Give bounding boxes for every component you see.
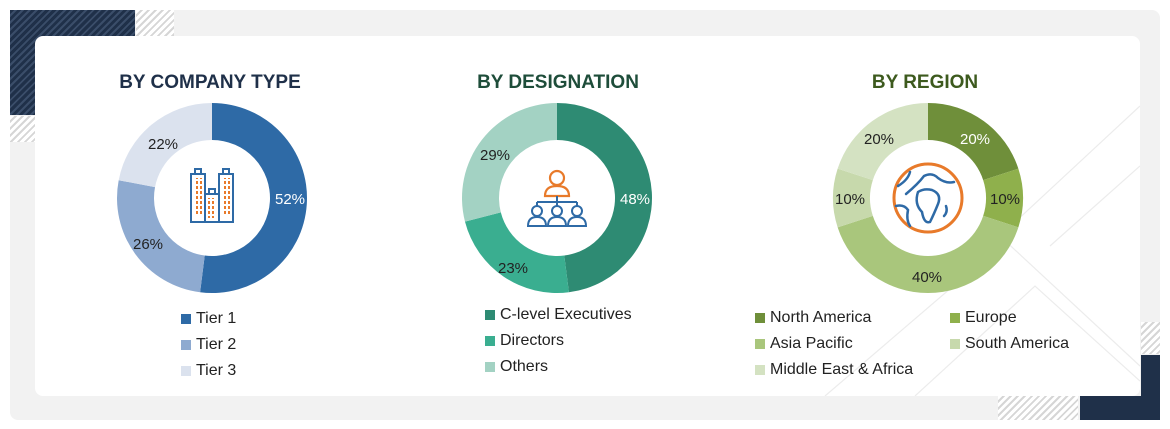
- slice-label: 23%: [498, 260, 528, 277]
- corner-decoration: [136, 10, 174, 36]
- panel-region: BY REGION 20% 10% 40% 10% 20% North Amer…: [755, 36, 1095, 396]
- donut-slice: [837, 103, 928, 181]
- legend-item-tier-2: Tier 2: [181, 332, 236, 358]
- slice-label: 26%: [133, 236, 163, 253]
- donut-slice: [464, 212, 569, 293]
- swatch: [485, 336, 495, 346]
- donut-slice: [833, 168, 873, 228]
- swatch: [181, 314, 191, 324]
- swatch: [181, 366, 191, 376]
- panel-designation: BY DESIGNATION 48% 23% 29% C-level Execu…: [388, 36, 728, 396]
- donut-chart-company-type: 52% 26% 22%: [116, 103, 307, 293]
- slice-label: 22%: [148, 136, 178, 153]
- swatch: [485, 310, 495, 320]
- chart-title: BY REGION: [871, 72, 979, 93]
- donut-chart-designation: 48% 23% 29%: [462, 103, 653, 293]
- swatch: [181, 340, 191, 350]
- chart-title: BY COMPANY TYPE: [119, 72, 301, 93]
- infographic-card: BY COMPANY TYPE 52%: [35, 36, 1140, 396]
- globe-icon: [892, 162, 964, 234]
- donut-slice: [983, 168, 1023, 228]
- donut-slice: [462, 103, 557, 222]
- corner-decoration: [1141, 355, 1160, 420]
- donut-slice: [116, 180, 205, 293]
- donut-slice: [837, 215, 1019, 294]
- legend-item-tier-1: Tier 1: [181, 306, 236, 332]
- slice-label: 10%: [990, 191, 1020, 208]
- swatch: [485, 362, 495, 372]
- swatch: [755, 365, 765, 375]
- legend-item-south-america: South America: [950, 331, 1095, 357]
- chart-title: BY DESIGNATION: [477, 72, 639, 93]
- donut-slice: [557, 103, 653, 293]
- legend-item-asia-pacific: Asia Pacific: [755, 331, 950, 357]
- legend-item-c-level-executives: C-level Executives: [485, 302, 632, 328]
- donut-slice: [928, 103, 1019, 181]
- legend-item-tier-3: Tier 3: [181, 358, 236, 384]
- donut-chart-region: 20% 10% 40% 10% 20%: [833, 103, 1023, 294]
- swatch: [950, 313, 960, 323]
- slice-label: 52%: [275, 191, 305, 208]
- swatch: [755, 339, 765, 349]
- swatch: [950, 339, 960, 349]
- slice-label: 20%: [960, 131, 990, 148]
- legend: North America Europe Asia Pacific South …: [755, 305, 1095, 383]
- slice-label: 40%: [912, 269, 942, 286]
- slice-label: 48%: [620, 191, 650, 208]
- legend: C-level Executives Directors Others: [485, 302, 632, 380]
- corner-decoration: [998, 396, 1078, 420]
- swatch: [755, 313, 765, 323]
- donut-slice: [200, 103, 307, 293]
- legend: Tier 1 Tier 2 Tier 3: [181, 306, 236, 384]
- legend-item-directors: Directors: [485, 328, 632, 354]
- slice-label: 29%: [480, 147, 510, 164]
- donut-slice: [118, 103, 212, 188]
- slice-label: 10%: [835, 191, 865, 208]
- org-hierarchy-icon: [526, 169, 588, 227]
- panel-company-type: BY COMPANY TYPE 52%: [40, 36, 380, 396]
- legend-item-europe: Europe: [950, 305, 1095, 331]
- corner-decoration: [1141, 322, 1160, 354]
- legend-item-middle-east-africa: Middle East & Africa: [755, 357, 950, 383]
- legend-item-north-america: North America: [755, 305, 950, 331]
- legend-item-others: Others: [485, 354, 632, 380]
- slice-label: 20%: [864, 131, 894, 148]
- corner-decoration: [10, 116, 35, 142]
- buildings-icon: [190, 168, 234, 223]
